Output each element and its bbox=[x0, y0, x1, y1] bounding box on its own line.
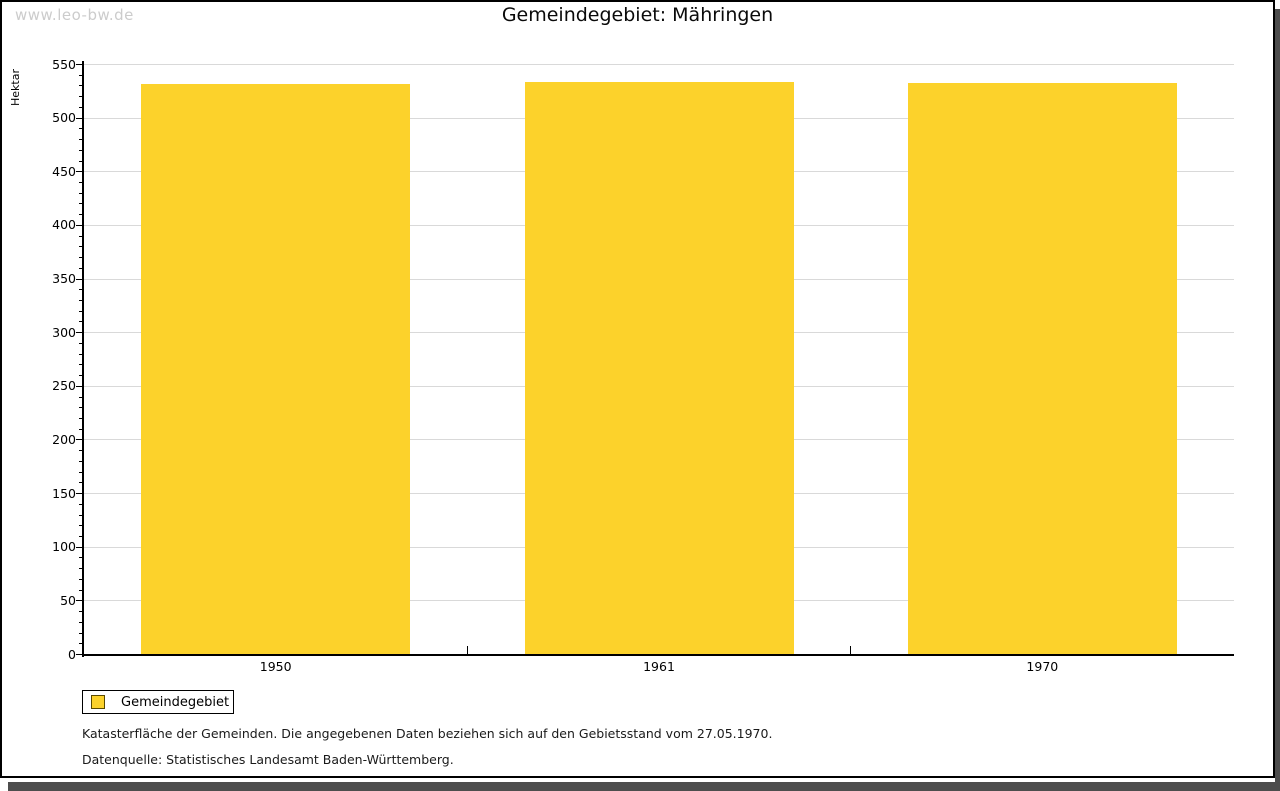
y-minor-tick bbox=[79, 139, 84, 141]
x-boundary-tick bbox=[850, 645, 852, 654]
y-minor-tick bbox=[79, 96, 84, 98]
y-minor-tick bbox=[79, 182, 84, 183]
legend-swatch-icon bbox=[91, 695, 105, 709]
y-minor-tick bbox=[79, 257, 84, 259]
y-minor-tick bbox=[79, 203, 84, 205]
y-major-tick bbox=[76, 493, 84, 495]
y-minor-tick bbox=[79, 482, 84, 484]
y-minor-tick bbox=[79, 450, 84, 452]
y-minor-tick bbox=[79, 418, 84, 419]
y-minor-tick bbox=[79, 321, 84, 323]
y-minor-tick bbox=[79, 267, 84, 269]
x-tick-label: 1961 bbox=[643, 658, 675, 674]
y-minor-tick bbox=[79, 289, 84, 291]
bar-1950 bbox=[141, 83, 411, 655]
y-minor-tick bbox=[79, 149, 84, 151]
y-tick-label: 550 bbox=[52, 56, 76, 72]
footnote-description: Katasterfläche der Gemeinden. Die angege… bbox=[82, 726, 773, 741]
y-minor-tick bbox=[79, 235, 84, 237]
y-minor-tick bbox=[79, 214, 84, 216]
y-major-tick bbox=[76, 654, 84, 655]
y-minor-tick bbox=[79, 375, 84, 377]
y-gridline bbox=[84, 64, 1234, 65]
bar-1961 bbox=[524, 81, 794, 655]
y-minor-tick bbox=[79, 471, 84, 473]
y-minor-tick bbox=[79, 557, 84, 559]
frame-shadow-bottom bbox=[8, 782, 1280, 791]
watermark: www.leo-bw.de bbox=[15, 6, 134, 24]
y-tick-label: 500 bbox=[52, 110, 76, 126]
bar-1970 bbox=[907, 82, 1177, 655]
x-boundary-tick bbox=[466, 645, 468, 654]
y-major-tick bbox=[76, 546, 84, 548]
legend-label: Gemeindegebiet bbox=[121, 694, 230, 710]
y-major-tick bbox=[76, 600, 84, 602]
y-minor-tick bbox=[79, 192, 84, 194]
y-axis-title: Hektar bbox=[9, 69, 22, 106]
y-minor-tick bbox=[79, 428, 84, 430]
y-minor-tick bbox=[79, 106, 84, 108]
x-tick-label: 1970 bbox=[1026, 658, 1059, 674]
frame-shadow-right bbox=[1275, 9, 1280, 791]
y-minor-tick bbox=[79, 643, 84, 645]
legend: Gemeindegebiet bbox=[82, 690, 234, 714]
y-minor-tick bbox=[79, 536, 84, 537]
y-major-tick bbox=[76, 117, 84, 119]
y-minor-tick bbox=[79, 632, 84, 634]
y-tick-label: 350 bbox=[52, 271, 76, 287]
y-minor-tick bbox=[79, 246, 84, 248]
y-minor-tick bbox=[79, 364, 84, 366]
y-major-tick bbox=[76, 385, 84, 387]
y-minor-tick bbox=[79, 514, 84, 516]
y-major-tick bbox=[76, 332, 84, 334]
y-minor-tick bbox=[79, 310, 84, 312]
page-title: Gemeindegebiet: Mähringen bbox=[501, 4, 774, 26]
y-minor-tick bbox=[79, 396, 84, 398]
y-major-tick bbox=[76, 224, 84, 226]
y-tick-label: 200 bbox=[52, 431, 76, 447]
y-minor-tick bbox=[79, 589, 84, 591]
y-tick-label: 250 bbox=[52, 378, 76, 394]
y-minor-tick bbox=[79, 353, 84, 355]
y-minor-tick bbox=[79, 460, 84, 462]
y-minor-tick bbox=[79, 74, 84, 76]
footnote-source: Datenquelle: Statistisches Landesamt Bad… bbox=[82, 752, 454, 767]
y-tick-label: 400 bbox=[52, 217, 76, 233]
y-minor-tick bbox=[79, 568, 84, 570]
y-minor-tick bbox=[79, 85, 84, 87]
y-minor-tick bbox=[79, 611, 84, 613]
y-major-tick bbox=[76, 171, 84, 173]
y-axis-line bbox=[82, 60, 84, 657]
y-tick-label: 50 bbox=[60, 592, 76, 608]
y-minor-tick bbox=[79, 525, 84, 527]
y-major-tick bbox=[76, 278, 84, 280]
y-minor-tick bbox=[79, 128, 84, 130]
y-tick-label: 450 bbox=[52, 163, 76, 179]
y-tick-label: 300 bbox=[52, 324, 76, 340]
y-minor-tick bbox=[79, 578, 84, 580]
y-minor-tick bbox=[79, 160, 84, 162]
y-minor-tick bbox=[79, 300, 84, 301]
y-minor-tick bbox=[79, 503, 84, 505]
x-tick-label: 1950 bbox=[259, 658, 292, 674]
y-minor-tick bbox=[79, 407, 84, 409]
y-major-tick bbox=[76, 64, 84, 65]
y-tick-label: 150 bbox=[52, 485, 76, 501]
chart-frame: www.leo-bw.de Gemeindegebiet: Mähringen … bbox=[0, 0, 1275, 778]
y-minor-tick bbox=[79, 342, 84, 344]
y-tick-label: 0 bbox=[68, 646, 76, 662]
y-major-tick bbox=[76, 439, 84, 441]
x-axis-line bbox=[82, 653, 1234, 656]
y-tick-label: 100 bbox=[52, 539, 76, 555]
y-minor-tick bbox=[79, 621, 84, 623]
